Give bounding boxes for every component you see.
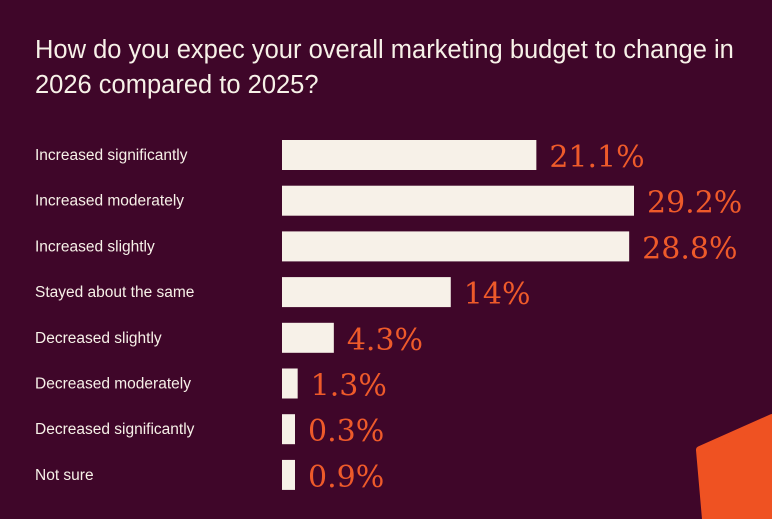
bar [282,368,298,399]
bar [282,277,451,308]
bar [282,414,295,445]
value-label: 28.8% [642,231,737,266]
category-label: Increased significantly [35,147,188,164]
category-label: Stayed about the same [35,284,194,301]
value-label: 0.9% [308,460,384,495]
value-label: 14% [464,277,531,312]
chart-title: How do you expec your overall marketing … [35,36,734,99]
category-label: Increased slightly [35,238,155,255]
bar [282,140,537,170]
category-label: Decreased moderately [35,376,191,393]
value-label: 1.3% [311,369,387,404]
category-label: Decreased significantly [35,421,195,438]
category-label: Increased moderately [35,193,184,210]
bar [282,459,295,490]
bar [282,322,334,353]
value-label: 29.2% [647,186,742,221]
category-label: Not sure [35,467,94,484]
value-label: 4.3% [347,323,423,358]
value-label: 21.1% [549,140,644,175]
value-label: 0.3% [308,414,384,449]
decorative-orange-shape [696,414,772,519]
category-label: Decreased slightly [35,330,162,347]
bar [282,231,630,262]
bar [282,185,634,216]
